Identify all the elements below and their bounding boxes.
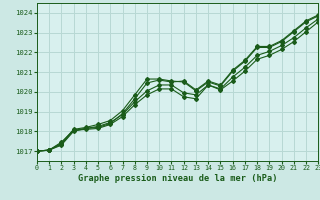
X-axis label: Graphe pression niveau de la mer (hPa): Graphe pression niveau de la mer (hPa) — [78, 174, 277, 183]
